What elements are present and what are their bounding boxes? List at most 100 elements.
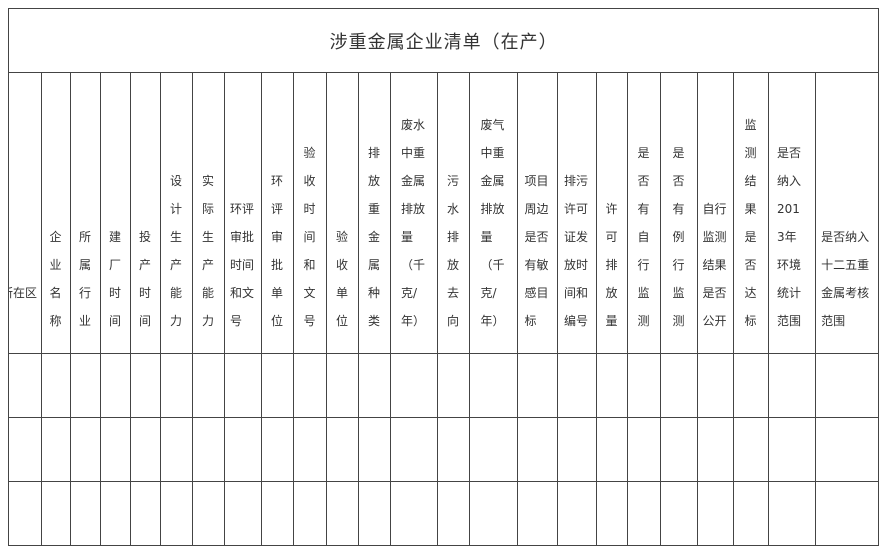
header-cell: 许可排放量 <box>596 72 628 354</box>
cell <box>130 353 161 418</box>
cell <box>557 417 597 482</box>
header-text: 项目周边是否有敏感目标 <box>524 174 549 328</box>
cell <box>192 481 225 546</box>
cell <box>814 417 880 482</box>
header-cell: 污水排放去向 <box>437 72 470 354</box>
header-text: 自行监测结果是否公开 <box>702 202 727 328</box>
header-cell: 设计生产能力 <box>160 72 193 354</box>
header-text: 环评审批时间和文号 <box>230 202 255 328</box>
cell <box>326 417 359 482</box>
cell <box>517 353 558 418</box>
cell <box>70 353 101 418</box>
header-text: 设计生产能力 <box>170 174 183 328</box>
cell <box>160 417 193 482</box>
header-cell: 监测结果是否达标 <box>733 72 769 354</box>
header-text: （所在区县） <box>10 286 38 328</box>
header-text: 投产时间 <box>139 230 152 328</box>
cell <box>390 353 438 418</box>
cell <box>596 481 628 546</box>
row <box>8 353 880 418</box>
cell <box>697 353 734 418</box>
cell <box>293 353 327 418</box>
cell <box>160 481 193 546</box>
header-text: 是否有自行监测 <box>637 146 650 328</box>
cell <box>100 481 131 546</box>
cell <box>100 417 131 482</box>
cell <box>41 417 71 482</box>
cell <box>697 481 734 546</box>
row <box>8 417 880 482</box>
cell <box>41 481 71 546</box>
cell <box>224 353 262 418</box>
header-cell: 是否纳入2013年环境统计范围 <box>768 72 816 354</box>
header-text: 许可排放量 <box>605 202 618 328</box>
cell <box>437 417 470 482</box>
header-cell: 验收时间和文号 <box>293 72 327 354</box>
cell <box>768 417 816 482</box>
cell <box>557 353 597 418</box>
cell <box>358 353 391 418</box>
cell <box>814 481 880 546</box>
cell <box>390 481 438 546</box>
header-cell: 建厂时间 <box>100 72 131 354</box>
header-cell: 排放重金属种类 <box>358 72 391 354</box>
header-cell: 废水中重金属排放量（千克/年） <box>390 72 438 354</box>
cell <box>130 481 161 546</box>
header-text: 监测结果是否达标 <box>744 118 757 328</box>
cell <box>660 417 698 482</box>
cell <box>358 481 391 546</box>
cell <box>70 417 101 482</box>
cell <box>437 481 470 546</box>
cell <box>469 417 518 482</box>
cell <box>517 481 558 546</box>
cell <box>437 353 470 418</box>
cell <box>660 481 698 546</box>
cell <box>733 481 769 546</box>
cell <box>8 353 42 418</box>
cell <box>261 353 294 418</box>
cell <box>326 481 359 546</box>
header-cell: 实际生产能力 <box>192 72 225 354</box>
cell <box>469 353 518 418</box>
header-cell: 项目周边是否有敏感目标 <box>517 72 558 354</box>
header-text: 是否有例行监测 <box>672 146 685 328</box>
header-text: 实际生产能力 <box>202 174 215 328</box>
header-text: 建厂时间 <box>109 230 122 328</box>
cell <box>224 417 262 482</box>
header-row: （所在区县） 企业名称 所属行业 建厂时间 投产时间 设计生产能力 实际生产能力 环评审批时间… <box>8 72 880 354</box>
cell <box>596 417 628 482</box>
cell <box>8 417 42 482</box>
header-cell: 自行监测结果是否公开 <box>697 72 734 354</box>
header-cell: 排污许可证发放时间和编号 <box>557 72 597 354</box>
table: 涉重金属企业清单（在产） （所在区县） 企业名称 所属行业 建厂时间 投产时间 设计生产能… <box>7 8 880 546</box>
header-text: 是否纳入十二五重金属考核范围 <box>821 230 870 328</box>
cell <box>8 481 42 546</box>
cell <box>293 417 327 482</box>
header-text: 废水中重金属排放量（千克/年） <box>401 118 426 328</box>
header-cell: 是否有自行监测 <box>627 72 661 354</box>
header-text: 环评审批单位 <box>271 174 284 328</box>
cell <box>358 417 391 482</box>
cell <box>224 481 262 546</box>
cell <box>627 353 661 418</box>
header-cell: 所属行业 <box>70 72 101 354</box>
cell <box>192 353 225 418</box>
header-cell: 企业名称 <box>41 72 71 354</box>
cell <box>293 481 327 546</box>
cell <box>627 417 661 482</box>
cell <box>41 353 71 418</box>
header-text: 验收单位 <box>336 230 349 328</box>
cell <box>469 481 518 546</box>
header-cell: 验收单位 <box>326 72 359 354</box>
header-cell: 环评审批时间和文号 <box>224 72 262 354</box>
header-text: 污水排放去向 <box>447 174 460 328</box>
cell <box>733 417 769 482</box>
header-text: 排放重金属种类 <box>368 146 381 328</box>
cell <box>70 481 101 546</box>
header-cell: 投产时间 <box>130 72 161 354</box>
header-cell: 是否有例行监测 <box>660 72 698 354</box>
cell <box>768 481 816 546</box>
title-row: 涉重金属企业清单（在产） <box>7 8 880 73</box>
cell <box>557 481 597 546</box>
cell <box>100 353 131 418</box>
